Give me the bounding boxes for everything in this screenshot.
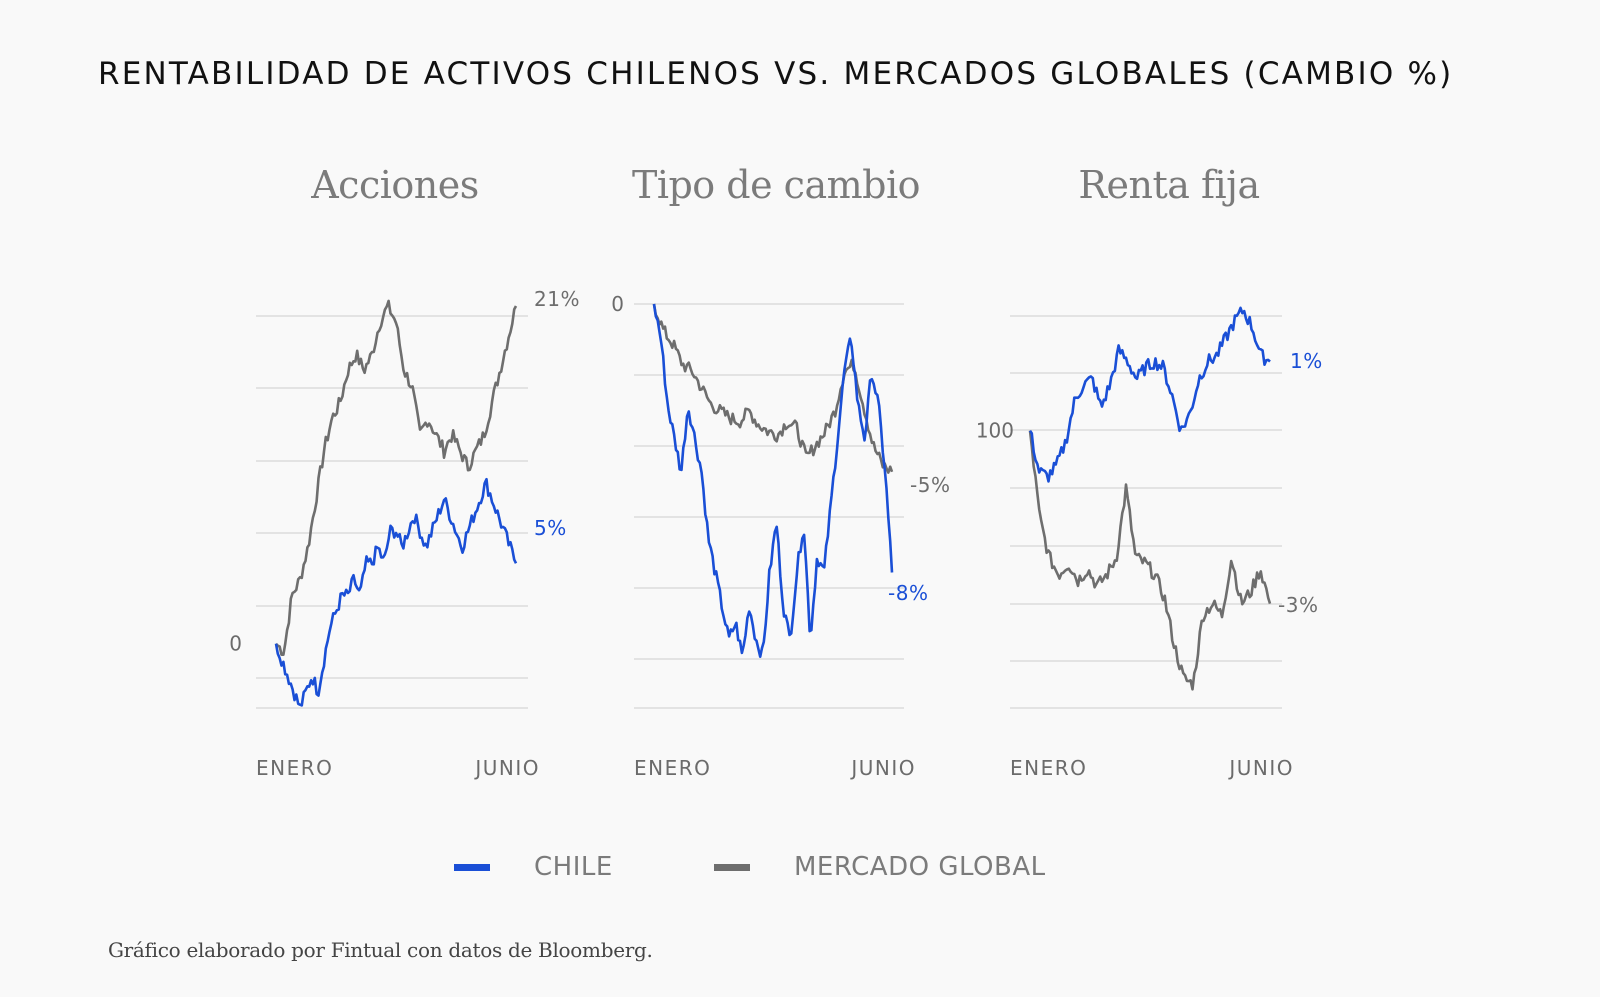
- chart-panel-1: Acciones 0 ENERO JUNIO 21% 5%: [229, 163, 580, 780]
- end-label-global: 21%: [534, 287, 580, 311]
- end-label-global: -5%: [910, 473, 950, 497]
- legend-label-global: MERCADO GLOBAL: [794, 852, 1046, 882]
- y-tick-label: 100: [976, 419, 1014, 443]
- footnote: Gráfico elaborado por Fintual con datos …: [108, 938, 653, 962]
- chart-main-title: RENTABILIDAD DE ACTIVOS CHILENOS VS. MER…: [98, 56, 1454, 92]
- legend-item-global: MERCADO GLOBAL: [714, 852, 1046, 882]
- end-label-chile: 5%: [534, 516, 567, 540]
- legend-swatch-global: [714, 863, 750, 871]
- x-tick-label: ENERO: [256, 756, 333, 780]
- panel-title: Renta fija: [1078, 163, 1259, 207]
- chart-panel-2: Tipo de cambio 0 ENERO JUNIO -5% -8%: [611, 163, 950, 780]
- legend: CHILE MERCADO GLOBAL: [0, 852, 1600, 892]
- y-tick-label: 0: [229, 632, 242, 656]
- series-line-global: [275, 299, 518, 657]
- x-tick-label: JUNIO: [473, 756, 540, 780]
- legend-label-chile: CHILE: [534, 852, 613, 882]
- x-tick-label: JUNIO: [1227, 756, 1294, 780]
- series-line-global: [1028, 430, 1272, 691]
- end-label-chile: -8%: [888, 581, 928, 605]
- series-line-chile: [1028, 306, 1271, 483]
- legend-item-chile: CHILE: [454, 852, 613, 882]
- chart-panel-3: Renta fija 100 ENERO JUNIO -3% 1%: [976, 163, 1323, 780]
- x-tick-label: JUNIO: [849, 756, 916, 780]
- end-label-global: -3%: [1278, 593, 1318, 617]
- panel-title: Acciones: [310, 163, 479, 207]
- panel-title: Tipo de cambio: [632, 163, 920, 207]
- x-tick-label: ENERO: [1010, 756, 1087, 780]
- y-tick-label: 0: [611, 292, 624, 316]
- end-label-chile: 1%: [1290, 349, 1323, 373]
- series-line-chile: [274, 477, 518, 707]
- series-line-chile: [652, 303, 894, 659]
- legend-swatch-chile: [454, 863, 490, 871]
- x-tick-label: ENERO: [634, 756, 711, 780]
